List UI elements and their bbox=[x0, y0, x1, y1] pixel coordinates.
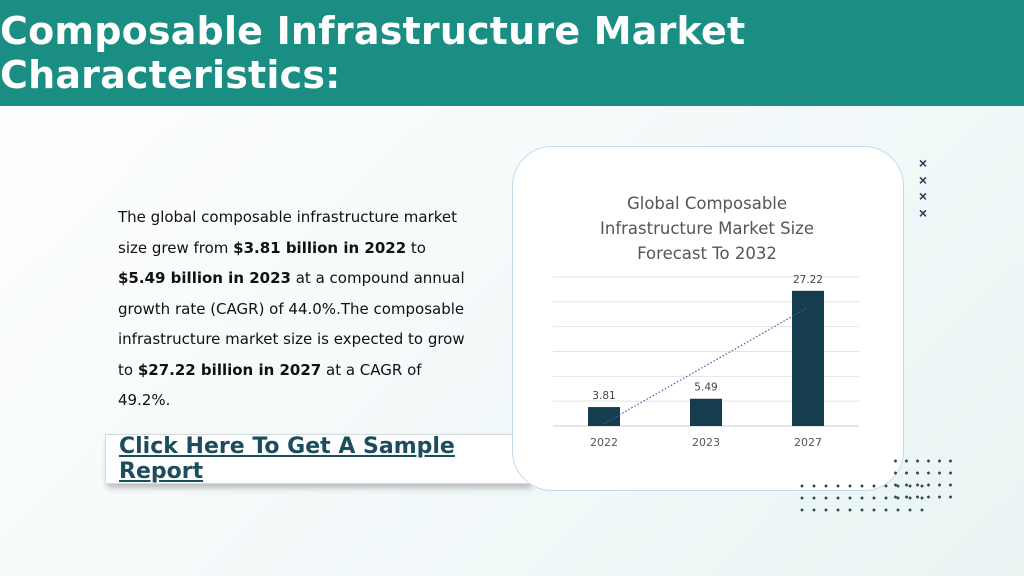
x-mark-icon: × bbox=[918, 188, 928, 204]
description-text-4: at a CAGR of 49.2%. bbox=[118, 360, 422, 410]
chart-category-label: 2027 bbox=[794, 436, 822, 449]
decorative-x-marks: × × × × bbox=[914, 155, 932, 221]
highlight-2027-size: $27.22 billion in 2027 bbox=[137, 360, 322, 379]
description-text-2: to bbox=[406, 238, 426, 257]
description-text-1: The global composable infrastructure mar… bbox=[118, 208, 457, 257]
chart-title-line: Infrastructure Market Size bbox=[600, 219, 814, 238]
chart-data-label: 3.81 bbox=[592, 390, 615, 402]
x-mark-icon: × bbox=[918, 155, 928, 171]
chart-category-label: 2022 bbox=[590, 436, 618, 449]
x-mark-icon: × bbox=[918, 204, 928, 221]
title-banner: Composable Infrastructure Market Charact… bbox=[0, 0, 1024, 106]
chart-category-label: 2023 bbox=[692, 436, 720, 449]
decorative-dot-grid bbox=[796, 480, 924, 520]
chart-bar bbox=[690, 398, 722, 426]
chart-bar bbox=[588, 407, 620, 426]
sample-report-link[interactable]: Click Here To Get A Sample Report bbox=[119, 434, 455, 484]
chart-bar bbox=[792, 290, 824, 426]
description-text-3: at a compound annual growth rate (CAGR) … bbox=[118, 269, 465, 379]
chart-data-label: 27.22 bbox=[793, 274, 823, 286]
chart-trendline bbox=[603, 306, 809, 425]
market-size-chart: Global Composable Infrastructure Market S… bbox=[553, 194, 859, 449]
page-title: Composable Infrastructure Market Charact… bbox=[0, 9, 746, 97]
chart-title-line: Global Composable bbox=[627, 194, 787, 213]
highlight-2022-size: $3.81 billion in 2022 bbox=[233, 238, 407, 257]
chart-title-line: Forecast To 2032 bbox=[637, 244, 777, 263]
market-description: The global composable infrastructure mar… bbox=[118, 202, 468, 416]
sample-report-button[interactable]: Click Here To Get A Sample Report bbox=[105, 434, 530, 484]
chart-data-label: 5.49 bbox=[694, 382, 717, 394]
highlight-2023-size: $5.49 billion in 2023 bbox=[118, 269, 291, 287]
chart-card: Global Composable Infrastructure Market S… bbox=[512, 146, 904, 491]
x-mark-icon: × bbox=[918, 171, 928, 188]
